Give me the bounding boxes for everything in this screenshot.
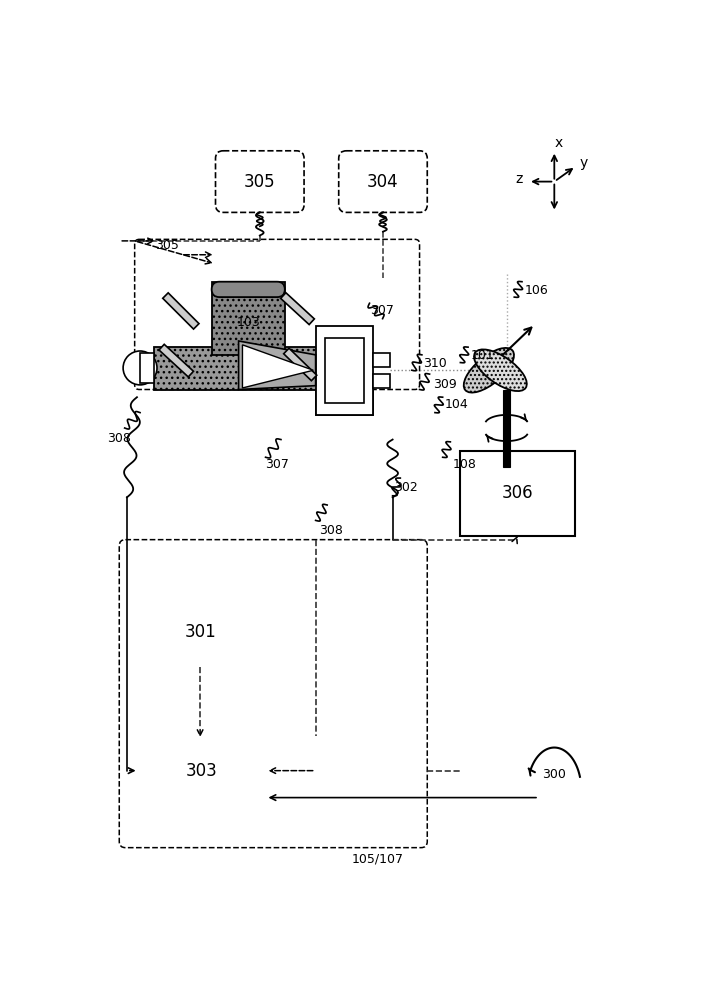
FancyBboxPatch shape — [316, 326, 374, 415]
Bar — [163, 293, 199, 329]
Text: 306: 306 — [502, 484, 533, 502]
FancyBboxPatch shape — [119, 540, 427, 848]
FancyBboxPatch shape — [138, 728, 266, 813]
Text: 305: 305 — [155, 239, 179, 252]
Text: 106: 106 — [525, 284, 549, 297]
FancyBboxPatch shape — [216, 151, 304, 212]
Text: 105/107: 105/107 — [351, 853, 403, 866]
Text: 304: 304 — [367, 173, 399, 191]
Polygon shape — [239, 341, 316, 389]
Bar — [374, 353, 390, 367]
Text: 300: 300 — [542, 768, 566, 781]
Bar — [460, 451, 575, 536]
Bar — [316, 326, 374, 415]
Bar — [502, 389, 510, 466]
Text: y: y — [579, 156, 588, 170]
Text: 101: 101 — [471, 349, 495, 362]
Text: 104: 104 — [445, 398, 468, 411]
Text: 303: 303 — [186, 762, 218, 780]
Circle shape — [123, 351, 157, 385]
FancyBboxPatch shape — [154, 347, 331, 389]
Text: 108: 108 — [452, 458, 476, 471]
FancyBboxPatch shape — [211, 282, 285, 297]
Text: 310: 310 — [424, 357, 447, 370]
FancyBboxPatch shape — [135, 239, 420, 389]
Polygon shape — [243, 345, 313, 388]
Text: z: z — [515, 172, 523, 186]
Ellipse shape — [464, 348, 514, 393]
Text: 308: 308 — [319, 524, 343, 537]
Bar — [284, 348, 317, 381]
Text: x: x — [555, 136, 563, 150]
FancyBboxPatch shape — [339, 151, 427, 212]
Text: 103: 103 — [236, 316, 260, 329]
Text: 307: 307 — [265, 458, 289, 471]
Text: 301: 301 — [184, 623, 216, 641]
Bar — [159, 344, 193, 377]
Text: 305: 305 — [244, 173, 276, 191]
Text: 302: 302 — [394, 481, 418, 494]
Ellipse shape — [474, 349, 527, 391]
Bar — [281, 293, 314, 325]
FancyBboxPatch shape — [146, 597, 254, 667]
Bar — [374, 374, 390, 388]
Bar — [325, 338, 364, 403]
Bar — [140, 353, 154, 383]
Text: 308: 308 — [107, 432, 131, 445]
Text: 309: 309 — [434, 378, 457, 391]
FancyBboxPatch shape — [211, 282, 285, 355]
Text: 307: 307 — [370, 304, 394, 317]
